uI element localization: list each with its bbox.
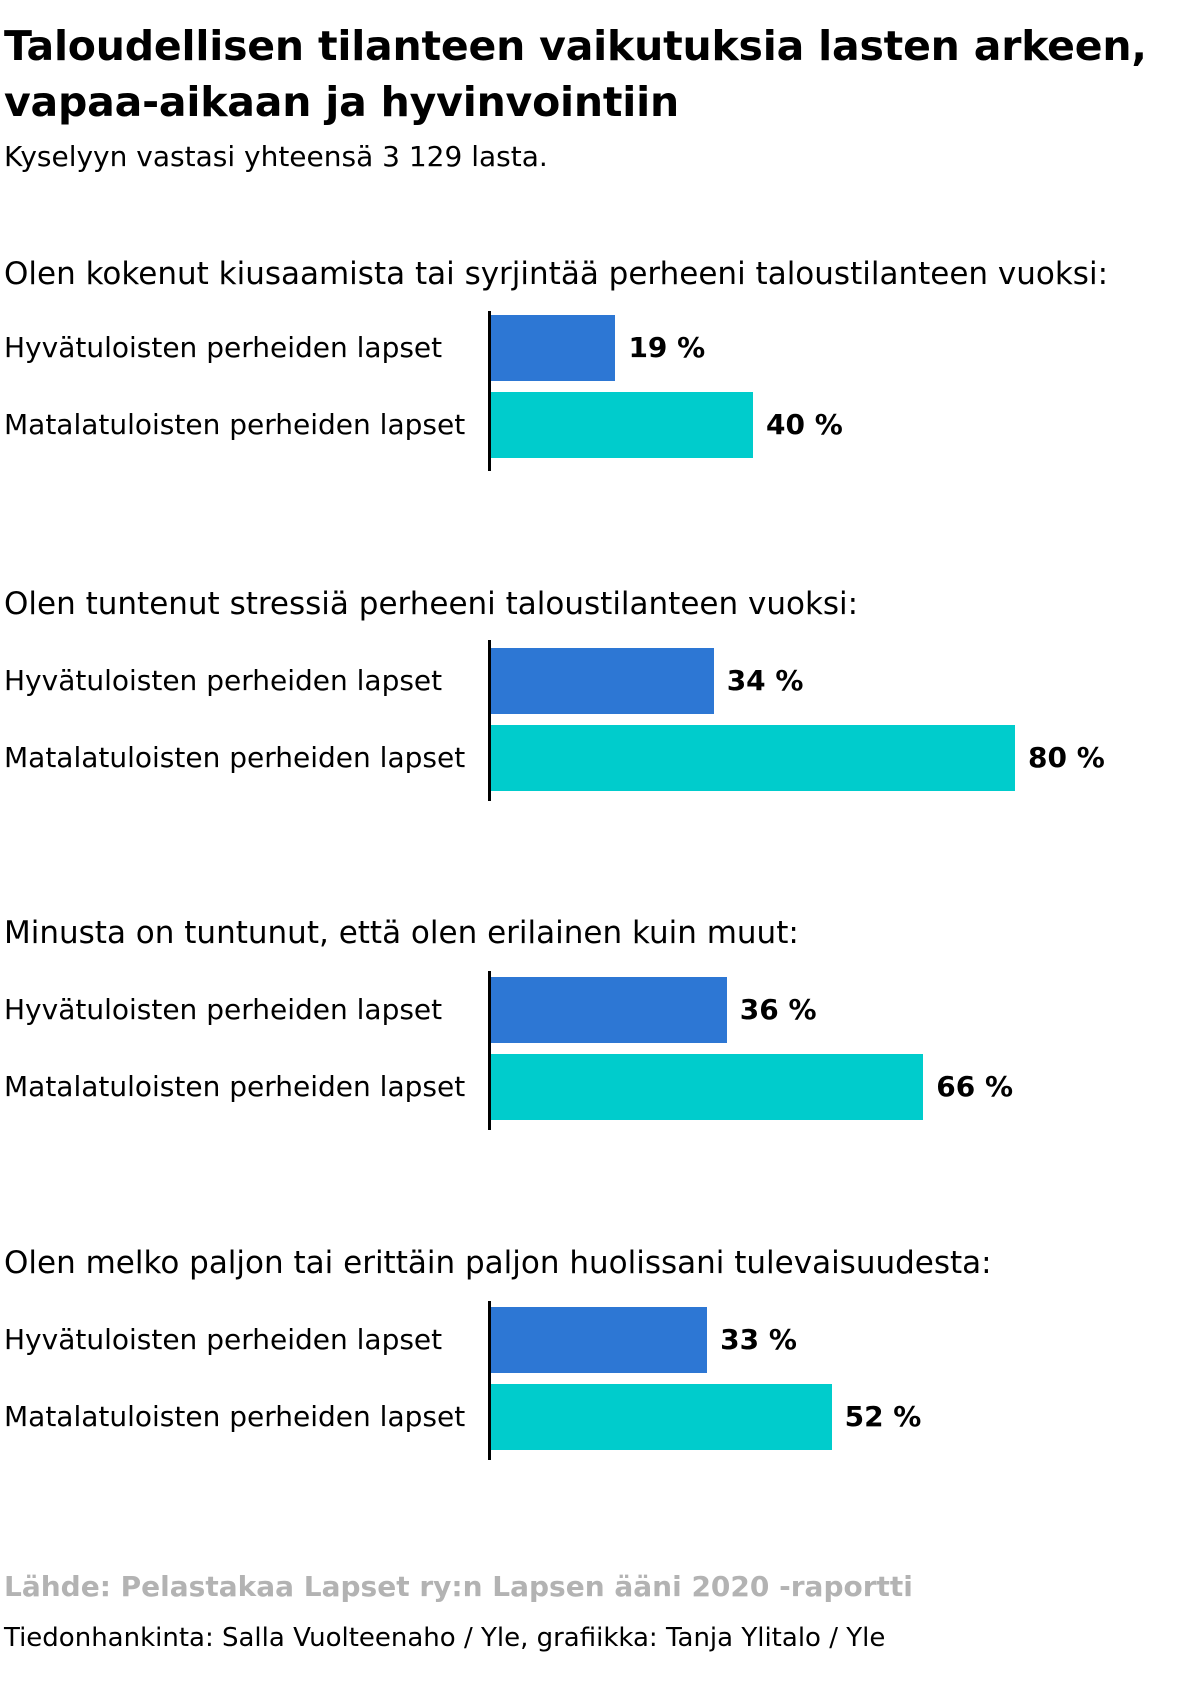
bar-category-label: Matalatuloisten perheiden lapset	[4, 1400, 466, 1433]
bar-row-hyvatuloiset: Hyvätuloisten perheiden lapset 19 %	[0, 315, 1199, 381]
bar-hyvatuloiset	[491, 977, 727, 1043]
bar-row-hyvatuloiset: Hyvätuloisten perheiden lapset 33 %	[0, 1307, 1199, 1373]
bar-category-label: Hyvätuloisten perheiden lapset	[4, 1323, 443, 1356]
bar-row-matalatuloiset: Matalatuloisten perheiden lapset 80 %	[0, 725, 1199, 791]
bar-category-label: Hyvätuloisten perheiden lapset	[4, 331, 443, 364]
bar-value-label: 66 %	[936, 1070, 1014, 1103]
bar-matalatuloiset	[491, 725, 1015, 791]
question-group-1: Olen kokenut kiusaamista tai syrjintää p…	[0, 252, 1199, 482]
bar-row-matalatuloiset: Matalatuloisten perheiden lapset 40 %	[0, 392, 1199, 458]
bar-matalatuloiset	[491, 1384, 832, 1450]
bar-value-label: 34 %	[726, 664, 804, 697]
question-group-4: Olen melko paljon tai erittäin paljon hu…	[0, 1241, 1199, 1471]
bar-value-label: 40 %	[766, 408, 843, 441]
bar-value-label: 52 %	[844, 1400, 922, 1433]
question-title: Olen melko paljon tai erittäin paljon hu…	[4, 1245, 992, 1281]
axis-baseline	[488, 1301, 491, 1460]
chart-title: Taloudellisen tilanteen vaikutuksia last…	[4, 22, 1147, 126]
question-title: Minusta on tuntunut, että olen erilainen…	[4, 915, 799, 951]
axis-baseline	[488, 971, 491, 1130]
bar-hyvatuloiset	[491, 1307, 708, 1373]
question-group-2: Olen tuntenut stressiä perheeni talousti…	[0, 582, 1199, 812]
bar-category-label: Hyvätuloisten perheiden lapset	[4, 664, 443, 697]
bar-category-label: Matalatuloisten perheiden lapset	[4, 408, 466, 441]
question-title: Olen kokenut kiusaamista tai syrjintää p…	[4, 256, 1109, 292]
chart-subtitle: Kyselyyn vastasi yhteensä 3 129 lasta.	[4, 140, 548, 173]
axis-baseline	[488, 311, 491, 471]
question-title: Olen tuntenut stressiä perheeni talousti…	[4, 586, 859, 622]
bar-hyvatuloiset	[491, 648, 714, 714]
axis-baseline	[488, 640, 491, 801]
bar-matalatuloiset	[491, 392, 753, 458]
credits-note: Tiedonhankinta: Salla Vuolteenaho / Yle,…	[4, 1623, 886, 1653]
bar-value-label: 36 %	[739, 993, 817, 1026]
bar-value-label: 19 %	[628, 331, 706, 364]
bar-hyvatuloiset	[491, 315, 616, 381]
bar-value-label: 80 %	[1028, 741, 1105, 774]
bar-matalatuloiset	[491, 1054, 924, 1120]
bar-row-hyvatuloiset: Hyvätuloisten perheiden lapset 36 %	[0, 977, 1199, 1043]
bar-row-hyvatuloiset: Hyvätuloisten perheiden lapset 34 %	[0, 648, 1199, 714]
bar-category-label: Matalatuloisten perheiden lapset	[4, 741, 466, 774]
bar-row-matalatuloiset: Matalatuloisten perheiden lapset 66 %	[0, 1054, 1199, 1120]
source-note: Lähde: Pelastakaa Lapset ry:n Lapsen ään…	[4, 1570, 913, 1603]
question-group-3: Minusta on tuntunut, että olen erilainen…	[0, 911, 1199, 1141]
bar-category-label: Hyvätuloisten perheiden lapset	[4, 993, 443, 1026]
bar-row-matalatuloiset: Matalatuloisten perheiden lapset 52 %	[0, 1384, 1199, 1450]
bar-category-label: Matalatuloisten perheiden lapset	[4, 1070, 466, 1103]
bar-value-label: 33 %	[720, 1323, 797, 1356]
